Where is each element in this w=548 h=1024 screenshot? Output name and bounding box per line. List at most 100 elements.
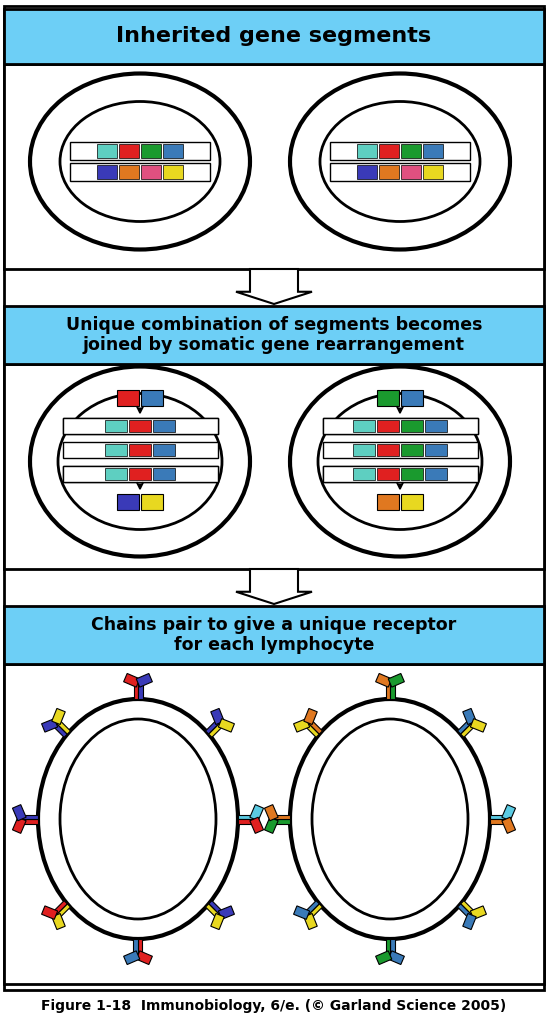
Bar: [377, 468, 399, 479]
Bar: [153, 420, 175, 431]
Polygon shape: [218, 906, 235, 920]
Polygon shape: [138, 939, 142, 955]
Ellipse shape: [38, 699, 238, 939]
Bar: [163, 165, 183, 179]
Polygon shape: [136, 951, 152, 965]
Bar: [105, 443, 127, 456]
Bar: [330, 142, 470, 160]
Bar: [401, 144, 421, 158]
Polygon shape: [134, 683, 138, 699]
Polygon shape: [209, 901, 223, 915]
Bar: [4, 364, 544, 569]
Polygon shape: [502, 817, 516, 834]
Polygon shape: [274, 819, 290, 823]
Polygon shape: [238, 814, 254, 819]
Polygon shape: [236, 569, 312, 604]
Polygon shape: [52, 913, 65, 930]
Bar: [129, 420, 151, 431]
Bar: [353, 468, 375, 479]
Bar: [117, 389, 139, 406]
Polygon shape: [463, 709, 476, 725]
Polygon shape: [138, 683, 142, 699]
Polygon shape: [42, 906, 58, 920]
Bar: [357, 144, 377, 158]
Polygon shape: [490, 819, 506, 823]
Bar: [323, 418, 477, 433]
Polygon shape: [250, 805, 264, 821]
Polygon shape: [22, 819, 38, 823]
Text: Figure 1-18  Immunobiology, 6/e. (© Garland Science 2005): Figure 1-18 Immunobiology, 6/e. (© Garla…: [42, 999, 506, 1013]
Bar: [97, 165, 117, 179]
Bar: [423, 144, 443, 158]
Bar: [62, 418, 218, 433]
Bar: [330, 163, 470, 181]
Polygon shape: [458, 904, 472, 919]
Bar: [401, 389, 423, 406]
Text: Unique combination of segments becomes
joined by somatic gene rearrangement: Unique combination of segments becomes j…: [66, 315, 482, 354]
Polygon shape: [238, 819, 254, 823]
Bar: [401, 468, 423, 479]
Bar: [423, 165, 443, 179]
Polygon shape: [390, 939, 395, 955]
Polygon shape: [490, 814, 506, 819]
Bar: [4, 63, 544, 269]
Ellipse shape: [290, 74, 510, 250]
Polygon shape: [294, 906, 310, 920]
Polygon shape: [308, 904, 322, 919]
Polygon shape: [461, 901, 475, 915]
Ellipse shape: [60, 719, 216, 919]
Polygon shape: [136, 674, 152, 687]
Polygon shape: [375, 951, 392, 965]
Text: Inherited gene segments: Inherited gene segments: [116, 27, 432, 46]
Polygon shape: [209, 723, 223, 737]
Bar: [129, 468, 151, 479]
Polygon shape: [124, 674, 140, 687]
Polygon shape: [385, 683, 390, 699]
Polygon shape: [211, 913, 224, 930]
Bar: [377, 389, 399, 406]
Polygon shape: [388, 674, 404, 687]
Ellipse shape: [312, 719, 468, 919]
Bar: [401, 494, 423, 510]
Polygon shape: [56, 720, 71, 734]
Polygon shape: [502, 805, 516, 821]
Ellipse shape: [290, 699, 490, 939]
Ellipse shape: [318, 393, 482, 529]
Polygon shape: [390, 683, 395, 699]
Polygon shape: [52, 709, 65, 725]
Bar: [323, 418, 477, 433]
Polygon shape: [294, 719, 310, 732]
Bar: [105, 420, 127, 431]
Bar: [377, 420, 399, 431]
Polygon shape: [304, 913, 317, 930]
Bar: [62, 441, 218, 458]
Polygon shape: [470, 906, 487, 920]
Bar: [4, 9, 544, 63]
Ellipse shape: [320, 101, 480, 221]
Polygon shape: [375, 674, 392, 687]
Polygon shape: [211, 709, 224, 725]
Polygon shape: [470, 719, 487, 732]
Bar: [4, 306, 544, 364]
Polygon shape: [56, 904, 71, 919]
Polygon shape: [385, 939, 390, 955]
Polygon shape: [458, 720, 472, 734]
Bar: [117, 494, 139, 510]
Bar: [323, 466, 477, 481]
Polygon shape: [124, 951, 140, 965]
Bar: [401, 420, 423, 431]
Bar: [129, 443, 151, 456]
Bar: [377, 443, 399, 456]
Bar: [105, 468, 127, 479]
Polygon shape: [461, 723, 475, 737]
Bar: [163, 144, 183, 158]
Polygon shape: [305, 901, 319, 915]
Polygon shape: [305, 723, 319, 737]
Bar: [153, 443, 175, 456]
Bar: [357, 165, 377, 179]
Polygon shape: [22, 814, 38, 819]
Polygon shape: [13, 805, 26, 821]
Bar: [62, 466, 218, 481]
Ellipse shape: [290, 367, 510, 556]
Bar: [425, 443, 447, 456]
